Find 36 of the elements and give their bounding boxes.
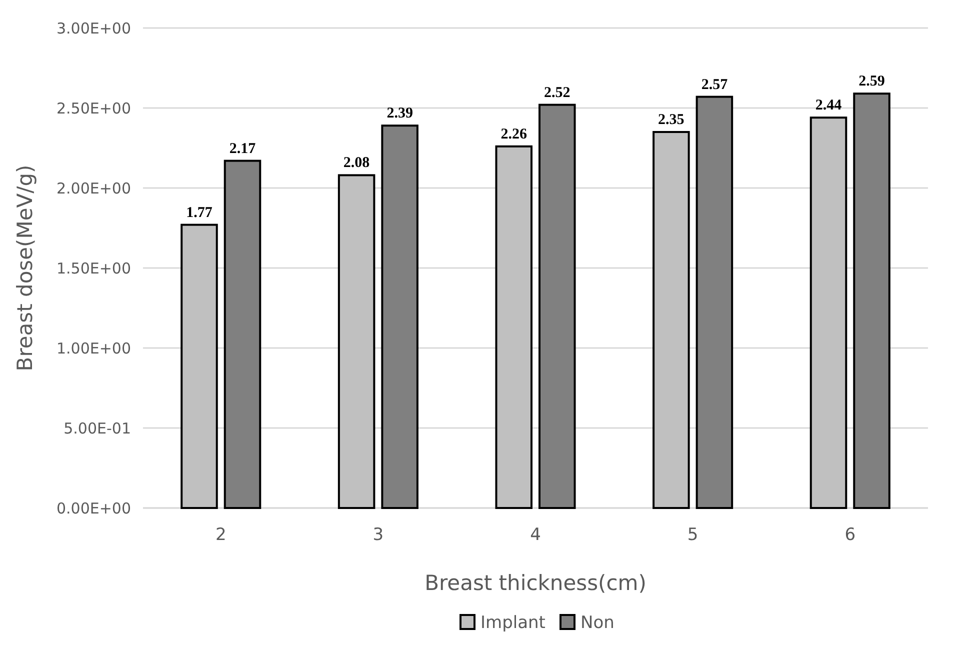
bar [696, 96, 734, 509]
x-tick-label: 5 [687, 525, 698, 545]
x-tick-label: 4 [530, 525, 541, 545]
y-tick-label: 2.50E+00 [56, 99, 131, 118]
bar [652, 131, 690, 509]
data-label: 2.26 [500, 126, 528, 142]
y-axis-title: Breast dose(MeV/g) [13, 164, 37, 372]
y-tick-label: 1.50E+00 [56, 259, 131, 278]
data-label: 2.35 [658, 112, 684, 128]
data-label: 2.57 [701, 76, 728, 93]
bar [224, 160, 262, 509]
bar [338, 174, 376, 509]
x-tick-label: 2 [215, 525, 226, 545]
legend-label: Non [580, 613, 614, 633]
bar [853, 92, 890, 509]
data-label: 2.59 [858, 74, 885, 90]
bar [538, 104, 576, 509]
bar [495, 145, 532, 509]
x-tick-label: 3 [372, 525, 384, 545]
data-label: 2.17 [229, 140, 256, 157]
y-tick-label: 5.00E-01 [64, 419, 131, 438]
data-label: 1.77 [186, 204, 213, 221]
x-tick-label: 6 [844, 525, 856, 545]
y-tick-label: 2.00E+00 [56, 179, 131, 198]
y-tick-label: 3.00E+00 [56, 19, 131, 38]
y-tick-label: 0.00E+00 [56, 499, 131, 518]
bar [810, 116, 848, 509]
data-label: 2.39 [386, 106, 413, 122]
data-label: 2.08 [343, 155, 370, 172]
bar [180, 224, 218, 509]
y-tick-label: 1.00E+00 [56, 339, 131, 358]
bar [381, 124, 418, 509]
x-axis-title: Breast thickness(cm) [424, 571, 646, 595]
legend-label: Implant [480, 613, 546, 633]
data-label: 2.52 [544, 84, 570, 101]
data-label: 2.44 [815, 98, 842, 114]
